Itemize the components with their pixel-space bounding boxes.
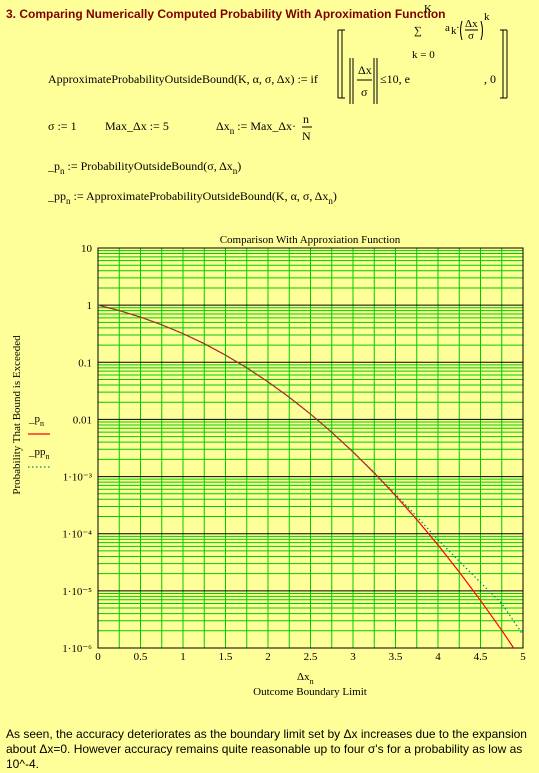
formula-text: _pn := ProbabilityOutsideBound(σ, Δxn) [47,159,241,176]
formula-text: := ApproximateProbabilityOutsideBound(K,… [71,189,329,203]
subscript: n [66,196,71,206]
y-tick-label: 1·10⁻⁶ [62,643,92,655]
y-tick-label: 1 [87,300,93,312]
formula-text: ≤10, e [380,72,410,86]
formula-text: Δx [358,63,372,77]
legend-subscript: n [40,419,44,428]
y-tick-label: 1·10⁻⁵ [62,586,92,598]
plot-frame [97,247,524,649]
legend-label: _pn [28,413,44,428]
y-tick-label: 1·10⁻⁴ [62,529,92,541]
x-tick-label: 4.5 [474,651,488,663]
chart: Comparison With Approxiation Function Δx… [11,234,526,698]
formula-text: k [484,11,490,23]
x-tick-label: 3.5 [389,651,403,663]
subscript: n [328,196,333,206]
formula-text: σ [468,30,474,42]
y-tick-label: 0.1 [78,357,92,369]
formula-text: k = 0 [412,49,435,61]
x-axis-caption: Outcome Boundary Limit [253,686,367,698]
formula-text: σ [361,85,368,99]
y-tick-label: 10 [81,243,93,255]
legend-label: _ppn [28,446,50,461]
y-axis-label: Probability That Bound is Exceeded [11,335,23,495]
x-tick-label: 0.5 [134,651,148,663]
formula-text: Δx [465,18,478,30]
legend-label: _pp [28,446,46,458]
formula-text: a [445,22,450,34]
subscript: n [60,166,65,176]
formula-text: ∑ [414,25,422,37]
legend-label: _p [28,413,41,425]
x-tick-label: 1 [180,651,186,663]
formula-text: n [303,112,309,126]
chart-title: Comparison With Approxiation Function [220,234,401,246]
x-tick-label: 2.5 [304,651,318,663]
x-axis-label: Δx [297,671,310,683]
formula-text: _ppn := ApproximateProbabilityOutsideBou… [47,189,337,206]
formula-text: _pp [47,189,66,203]
formula-text: Δx [216,119,230,133]
subscript: n [230,126,235,136]
formula-text: ) [237,159,241,173]
x-axis-label: Δxn [297,671,314,686]
formula-text: _p [47,159,60,173]
x-tick-label: 5 [520,651,526,663]
x-tick-label: 0 [95,651,101,663]
formula-text: K [424,3,432,15]
legend-subscript: n [46,452,50,461]
y-tick-label: 0.01 [73,414,92,426]
abs-bars [349,58,378,104]
subscript: n [233,166,238,176]
bracket [337,29,508,99]
formula-text: σ := 1 [48,119,77,133]
footer-text: As seen, the accuracy deteriorates as th… [6,727,527,771]
formula-text: := Max_Δx· [234,119,296,133]
formula-text: · [456,22,460,34]
formula-text: := ProbabilityOutsideBound(σ, Δx [65,159,233,173]
y-tick-label: 1·10⁻³ [63,472,93,484]
paren [460,20,483,41]
subscript: n [310,677,314,686]
x-tick-label: 1.5 [219,651,233,663]
x-tick-label: 2 [265,651,271,663]
x-tick-label: 3 [350,651,356,663]
x-tick-label: 4 [435,651,441,663]
formula-text: k [451,25,457,37]
title: 3. Comparing Numerically Computed Probab… [6,7,445,21]
series-line [98,304,523,636]
dx-def: Δxn := Max_Δx· n N [216,112,312,143]
formula-text: Max_Δx := 5 [105,119,169,133]
approx-def: ApproximateProbabilityOutsideBound(K, α,… [48,3,508,104]
formula-text: Δxn := Max_Δx· [216,119,296,136]
formula-text: ) [333,189,337,203]
formula-text: N [302,129,311,143]
formula-text: , 0 [484,72,496,86]
formula-text: ApproximateProbabilityOutsideBound(K, α,… [48,72,318,86]
